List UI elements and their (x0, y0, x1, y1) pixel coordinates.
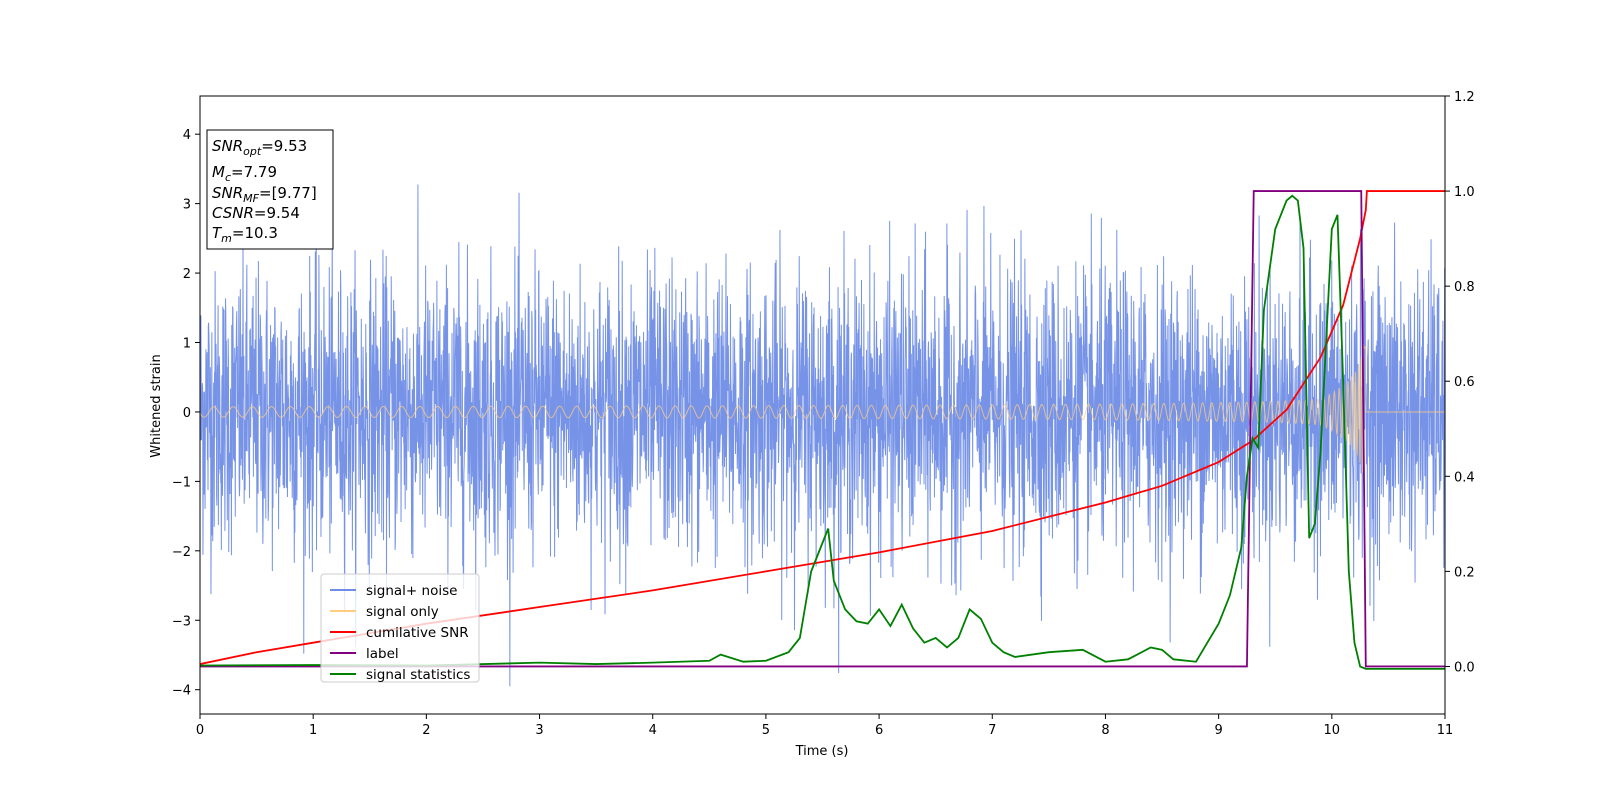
x-tick-label: 0 (196, 723, 204, 738)
x-tick-label: 7 (988, 723, 996, 738)
legend-label: cumilative SNR (366, 625, 469, 641)
y2-tick-label: 0.8 (1454, 280, 1475, 295)
annotation-line: Mc=7.79 (212, 163, 277, 184)
legend-label: label (366, 646, 399, 662)
annotation-line: SNRMF=[9.77] (212, 184, 317, 205)
y-tick-label: 3 (183, 198, 191, 213)
y-tick-label: −1 (172, 475, 191, 490)
x-tick-label: 5 (762, 723, 770, 738)
y-tick-label: 0 (183, 406, 191, 421)
x-tick-label: 4 (649, 723, 657, 738)
x-tick-label: 2 (422, 723, 430, 738)
y2-tick-label: 0.0 (1454, 660, 1475, 675)
y-tick-label: −4 (172, 684, 191, 699)
legend-label: signal+ noise (366, 583, 457, 599)
x-tick-label: 6 (875, 723, 883, 738)
annotation-line: CSNR=9.54 (212, 204, 300, 222)
x-tick-label: 3 (535, 723, 543, 738)
y2-tick-label: 0.4 (1454, 470, 1475, 485)
legend-label: signal only (366, 604, 439, 620)
x-tick-label: 11 (1437, 723, 1454, 738)
y2-tick-label: 0.2 (1454, 565, 1475, 580)
legend: signal+ noise signal only cumilative SNR la… (320, 573, 480, 683)
y-tick-label: 2 (183, 267, 191, 282)
y-axis-left: −4 −3 −2 −1 0 1 2 3 4 (172, 128, 200, 699)
y-axis-right: 0.0 0.2 0.4 0.6 0.8 1.0 1.2 (1445, 90, 1475, 675)
x-tick-label: 9 (1214, 723, 1222, 738)
signal-only-line (200, 344, 1445, 473)
y-tick-label: 1 (183, 337, 191, 352)
annotation-line: SNRopt=9.53 (212, 137, 307, 158)
y2-tick-label: 1.0 (1454, 185, 1475, 200)
y-axis-label: Whitened strain (149, 354, 164, 457)
x-tick-label: 8 (1101, 723, 1109, 738)
y-tick-label: −3 (172, 614, 191, 629)
signal-only-series (200, 344, 1445, 473)
x-axis-label: Time (s) (795, 744, 849, 759)
x-axis: 0 1 2 3 4 5 6 7 8 9 10 11 (196, 714, 1453, 738)
annotation-line: Tm=10.3 (212, 224, 278, 245)
label-line (200, 190, 1445, 668)
signal-noise-line (200, 184, 1445, 687)
signal-statistics-line (200, 194, 1445, 670)
y2-tick-label: 0.6 (1454, 375, 1475, 390)
legend-label: signal statistics (366, 667, 470, 683)
x-tick-label: 10 (1324, 723, 1341, 738)
x-tick-label: 1 (309, 723, 317, 738)
plot-frame (199, 95, 1446, 715)
y-tick-label: 4 (183, 128, 191, 143)
y-tick-label: −2 (172, 545, 191, 560)
legend-frame (320, 573, 480, 683)
signal-noise-series (200, 184, 1445, 687)
y2-tick-label: 1.2 (1454, 90, 1475, 105)
